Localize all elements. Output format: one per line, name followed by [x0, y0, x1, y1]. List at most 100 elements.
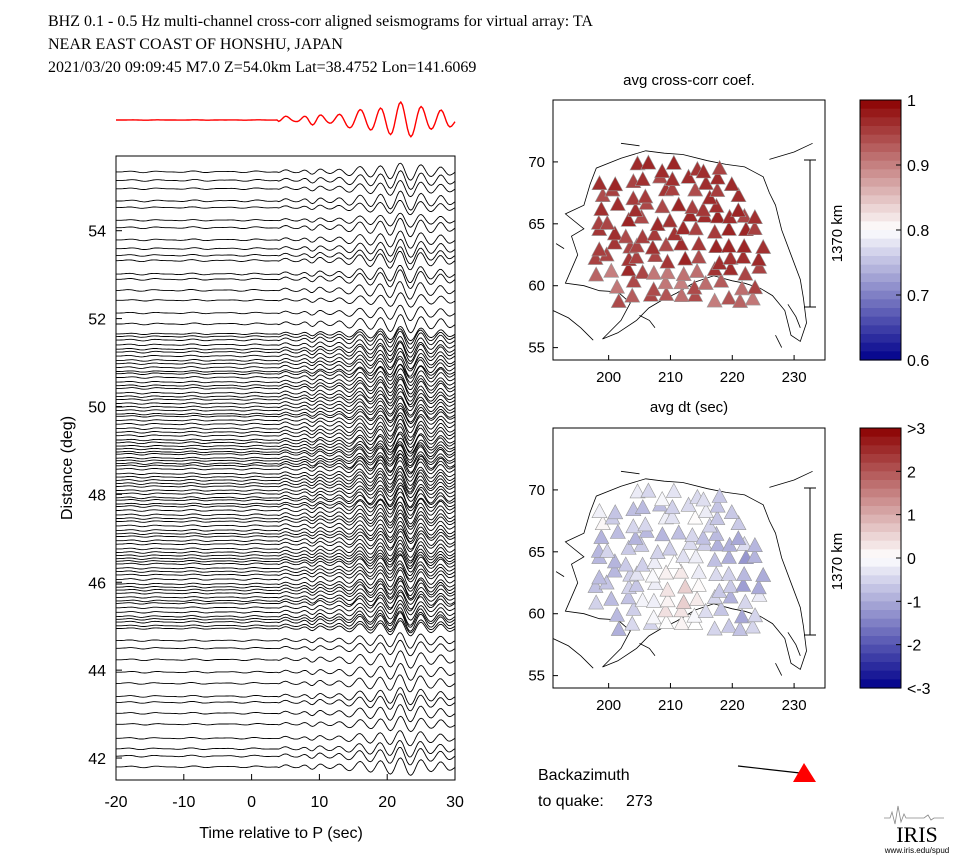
station-triangle: [624, 287, 641, 303]
station-triangle: [640, 482, 657, 498]
map-x-tick-label: 210: [658, 697, 683, 714]
seismogram-trace: [116, 450, 456, 467]
station-triangle: [747, 279, 764, 295]
colorbar-segment: [860, 273, 901, 283]
seismogram-trace: [116, 433, 456, 452]
scalebar-label: 1370 km: [829, 205, 846, 263]
colorbar-segment: [860, 523, 901, 533]
seismogram-trace: [116, 456, 456, 475]
station-triangle: [647, 247, 664, 263]
backazimuth-to-quake-label: to quake:: [538, 793, 604, 810]
colorbar-segment: [860, 636, 901, 646]
station-triangle: [588, 594, 605, 610]
colorbar-cross-corr: 1 0.9 0.8 0.7 0.6: [859, 93, 929, 370]
station-triangle: [708, 525, 725, 541]
seismogram-trace: [116, 757, 456, 776]
colorbar-segment: [860, 325, 901, 335]
coast-fragment: [787, 304, 801, 328]
y-tick-label: 54: [88, 224, 106, 241]
station-triangle: [734, 608, 751, 624]
station-triangle: [736, 237, 753, 253]
seismogram-trace: [116, 542, 456, 562]
station-triangle: [690, 576, 707, 592]
seismogram-trace: [116, 212, 456, 228]
station-triangle: [664, 508, 681, 524]
station-triangle: [637, 516, 654, 532]
colorbar-segment: [860, 662, 901, 672]
station-triangle: [673, 274, 690, 290]
map-x-tick-label: 220: [720, 697, 745, 714]
seismogram-trace: [116, 585, 456, 601]
seismogram-trace: [116, 662, 456, 681]
colorbar-segment: [860, 134, 901, 144]
station-triangle: [625, 600, 642, 616]
station-triangle: [713, 272, 730, 288]
seismogram-trace: [116, 407, 456, 425]
colorbar-segment: [860, 540, 901, 550]
seismogram-trace: [116, 730, 456, 747]
seismogram-trace: [116, 313, 456, 334]
station-triangle: [682, 206, 699, 222]
colorbar-segment: [860, 618, 901, 628]
station-triangle: [734, 280, 751, 296]
seismogram-trace: [116, 491, 456, 509]
colorbar-tick-label: 1: [907, 93, 916, 110]
station-triangle: [722, 260, 739, 276]
coast-fragment: [775, 663, 783, 676]
station-triangle: [709, 497, 726, 513]
station-triangle: [695, 529, 712, 545]
station-triangle: [697, 174, 714, 190]
map-y-tick-label: 65: [528, 216, 545, 233]
station-triangle: [708, 197, 725, 213]
map-y-tick-label: 70: [528, 482, 545, 499]
station-triangle: [658, 236, 675, 252]
colorbar-segment: [860, 143, 901, 153]
map-x-tick-label: 220: [720, 369, 745, 386]
station-triangle: [634, 556, 651, 572]
colorbar-segment: [860, 575, 901, 585]
station-triangle: [620, 539, 637, 555]
station-triangle: [690, 248, 707, 264]
station-triangle: [690, 563, 707, 579]
coast-fragment: [775, 335, 783, 348]
station-triangle: [617, 556, 634, 572]
seismogram-trace: [116, 412, 456, 429]
colorbar-tick-label: 0.7: [907, 288, 929, 305]
colorbar-segment: [860, 186, 901, 196]
station-triangle: [658, 613, 675, 629]
station-triangle: [634, 228, 651, 244]
coast-fragment: [639, 643, 656, 657]
coast-fragment: [769, 142, 813, 160]
map-dt-scalebar: 1370 km: [804, 487, 846, 636]
map-y-tick-label: 70: [528, 154, 545, 171]
map-y-tick-label: 55: [528, 668, 545, 685]
station-triangle: [646, 225, 663, 241]
map-y-tick-label: 60: [528, 278, 545, 295]
seismogram-trace: [116, 269, 456, 290]
colorbar-segment: [860, 610, 901, 620]
colorbar-tick-label: 2: [907, 464, 916, 481]
seismogram-trace: [116, 350, 456, 370]
station-triangle: [720, 617, 737, 633]
seismogram-trace: [116, 437, 456, 454]
station-triangle: [640, 154, 657, 170]
station-triangle: [730, 515, 747, 531]
seismogram-trace: [116, 238, 456, 258]
colorbar-segment: [860, 334, 901, 344]
colorbar-tick-label: -1: [907, 594, 921, 611]
y-tick-label: 50: [88, 399, 106, 416]
seismogram-trace: [116, 402, 456, 418]
colorbar-segment: [860, 480, 901, 490]
colorbar-segment: [860, 195, 901, 205]
station-triangle: [686, 607, 703, 623]
station-triangle: [746, 537, 763, 552]
seismogram-trace: [116, 395, 456, 412]
station-triangle: [620, 589, 637, 605]
station-triangle: [695, 491, 712, 507]
station-triangle: [646, 553, 663, 569]
map-dt-stations: [587, 482, 772, 636]
station-triangle: [720, 289, 737, 305]
seismogram-trace: [115, 674, 456, 693]
station-triangle: [664, 180, 681, 196]
map-dt-ticks: 200 210 220 230 55 60 65 70: [528, 482, 806, 714]
